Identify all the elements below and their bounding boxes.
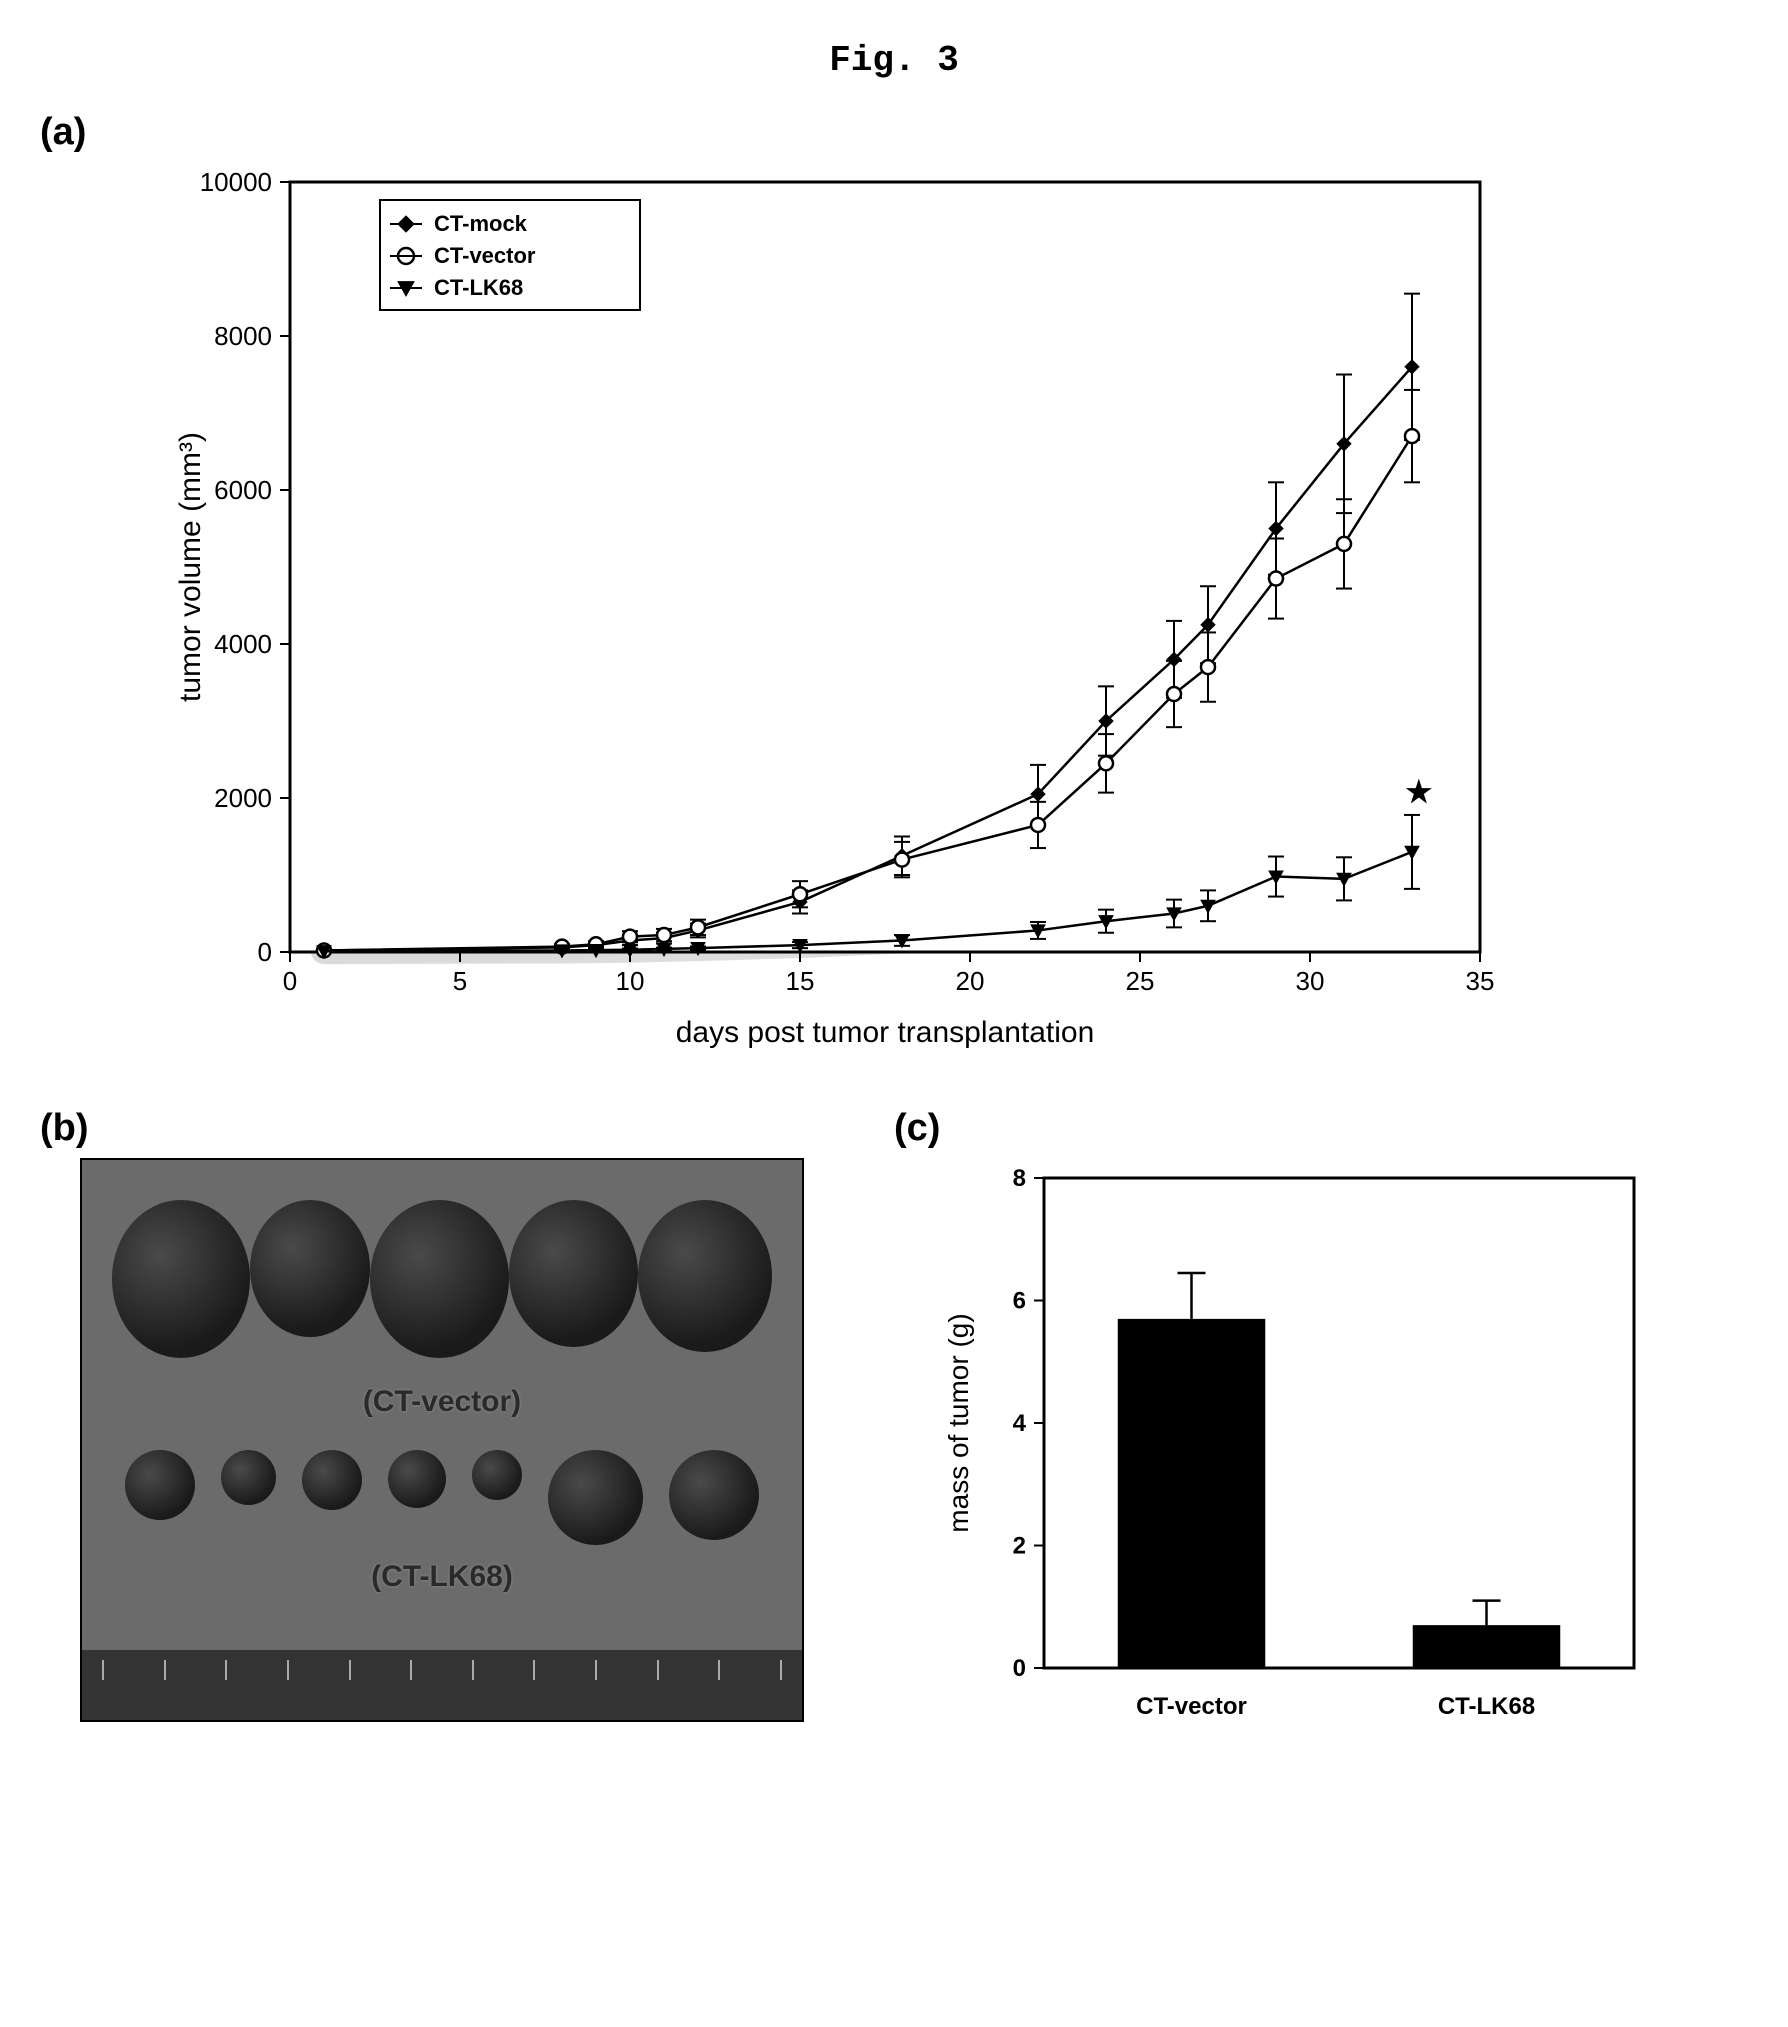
svg-text:0: 0 [258,937,272,967]
svg-text:10000: 10000 [200,167,272,197]
svg-text:5: 5 [453,966,467,996]
tumor-large [370,1200,508,1358]
svg-text:8: 8 [1013,1165,1026,1192]
svg-text:CT-LK68: CT-LK68 [1438,1693,1535,1720]
panel-a-chart: 0 2000 4000 6000 8000 10000 0 5 10 15 20 25 30 35 days… [160,162,1748,1067]
svg-text:tumor volume (mm³): tumor volume (mm³) [174,432,207,702]
photo-label-vector: (CT-vector) [82,1385,802,1419]
svg-text:15: 15 [786,966,815,996]
photo-label-lk68: (CT-LK68) [82,1560,802,1594]
top-row: (a) 0 2000 4000 6000 8000 10000 0 5 10 15 20 25 30 35… [40,111,1748,1067]
ruler-tick [595,1660,597,1680]
tumor-large [638,1200,772,1352]
ruler [82,1650,802,1720]
svg-text:4000: 4000 [214,629,272,659]
svg-text:25: 25 [1126,966,1155,996]
panel-b-label: (b) [40,1107,894,1150]
svg-text:0: 0 [283,966,297,996]
svg-text:days post tumor transplantatio: days post tumor transplantation [676,1016,1095,1049]
svg-text:CT-vector: CT-vector [1136,1693,1247,1720]
tumor-large [250,1200,370,1337]
svg-text:mass of tumor (g): mass of tumor (g) [943,1313,974,1532]
svg-text:0: 0 [1013,1655,1026,1682]
svg-text:2000: 2000 [214,783,272,813]
panel-c-chart: 0 2 4 6 8 mass of tumor (g) CT-vector CT-LK68 [934,1158,1748,1743]
svg-text:4: 4 [1013,1410,1027,1437]
tumor-row-vector [82,1200,802,1358]
svg-text:2: 2 [1013,1533,1026,1560]
ruler-tick [349,1660,351,1680]
svg-text:20: 20 [956,966,985,996]
svg-text:8000: 8000 [214,321,272,351]
svg-text:6000: 6000 [214,475,272,505]
tumor-large [112,1200,250,1358]
tumor-small [472,1450,522,1500]
bar-chart-svg: 0 2 4 6 8 mass of tumor (g) CT-vector CT-LK68 [934,1158,1654,1738]
tumor-small [125,1450,195,1520]
bottom-row: (b) (CT-vector) (CT-LK68) (c) 0 2 4 6 8 mass … [40,1107,1748,1743]
ruler-tick [225,1660,227,1680]
tumor-small [388,1450,446,1508]
tumor-small [302,1450,362,1510]
tumor-row-lk68 [82,1450,802,1545]
svg-text:★: ★ [1405,776,1432,809]
ruler-tick [718,1660,720,1680]
tumor-small [669,1450,759,1540]
tumor-large [509,1200,638,1347]
svg-text:6: 6 [1013,1288,1026,1315]
ruler-tick [657,1660,659,1680]
ruler-tick [287,1660,289,1680]
panel-a-label: (a) [40,111,1748,154]
tumor-photo: (CT-vector) (CT-LK68) [80,1158,804,1722]
svg-text:CT-LK68: CT-LK68 [434,275,523,300]
figure-title: Fig. 3 [40,40,1748,81]
svg-text:35: 35 [1466,966,1495,996]
ruler-tick [472,1660,474,1680]
ruler-tick [164,1660,166,1680]
ruler-tick [780,1660,782,1680]
tumor-small [548,1450,643,1545]
tumor-small [221,1450,276,1505]
svg-text:CT-vector: CT-vector [434,243,536,268]
ruler-tick [533,1660,535,1680]
panel-c: (c) 0 2 4 6 8 mass of tumor (g) CT-vector CT-LK… [894,1107,1748,1743]
ruler-tick [102,1660,104,1680]
ruler-ticks [102,1660,782,1690]
panel-b: (b) (CT-vector) (CT-LK68) [40,1107,894,1722]
svg-text:30: 30 [1296,966,1325,996]
svg-text:CT-mock: CT-mock [434,211,528,236]
panel-c-label: (c) [894,1107,1748,1150]
ruler-tick [410,1660,412,1680]
svg-text:10: 10 [616,966,645,996]
line-chart-svg: 0 2000 4000 6000 8000 10000 0 5 10 15 20 25 30 35 days… [160,162,1510,1062]
panel-a: (a) 0 2000 4000 6000 8000 10000 0 5 10 15 20 25 30 35… [40,111,1748,1067]
